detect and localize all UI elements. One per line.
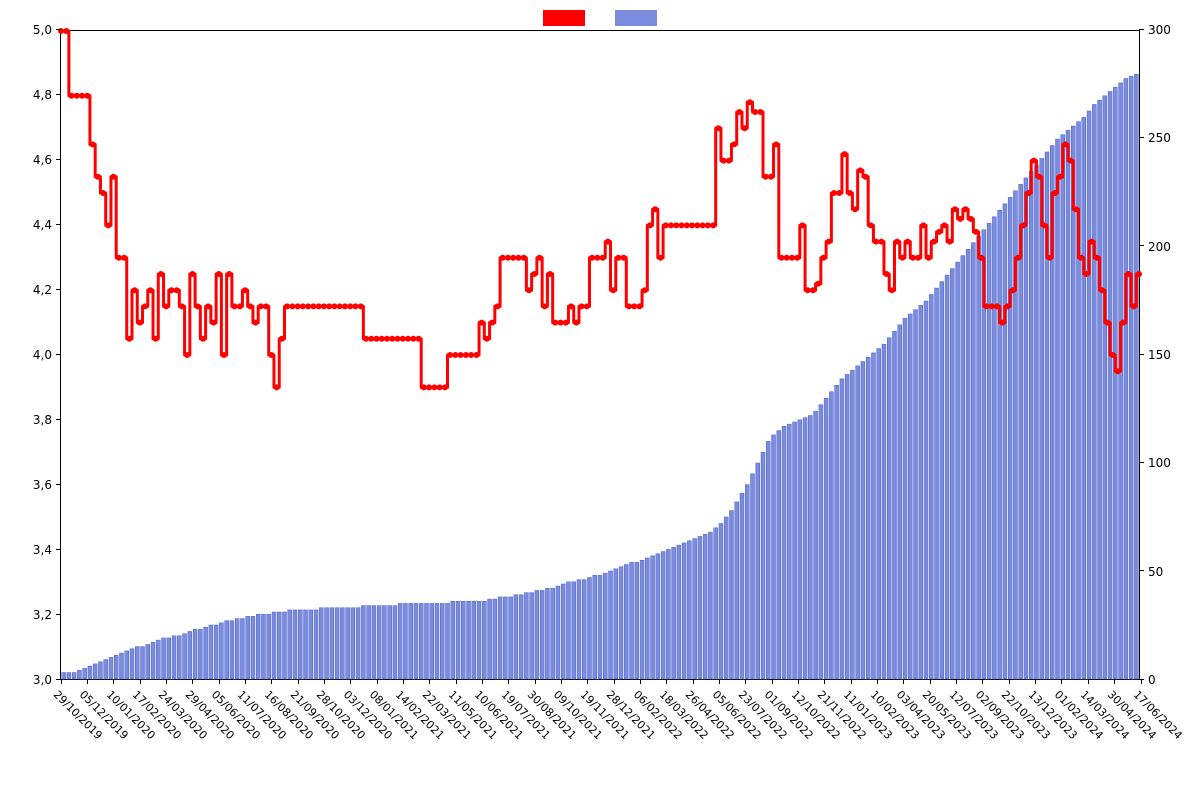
plot-area	[60, 30, 1140, 680]
chart-container: 3,0 3,2 3,4 3,6 3,8 4,0 4,2 4,4 4,6 4,8 5,0 0 50 100…	[0, 0, 1200, 800]
legend-swatch-line	[543, 10, 585, 26]
y-left-tick-label: 4,4	[33, 219, 52, 231]
y-left-tick-label: 4,0	[33, 349, 52, 361]
y-right-tick-label: 50	[1148, 566, 1163, 578]
y-left-tick-label: 3,6	[33, 479, 52, 491]
y-left-tick-label: 3,8	[33, 414, 52, 426]
y-left-tick-label: 4,2	[33, 284, 52, 296]
y-left-tick-label: 4,6	[33, 154, 52, 166]
y-left-tick-label: 3,4	[33, 544, 52, 556]
y-right-tick-label: 150	[1148, 349, 1171, 361]
y-left-tick-label: 5,0	[33, 24, 52, 36]
y-right-tick-label: 0	[1148, 674, 1156, 686]
y-right-tick-label: 300	[1148, 24, 1171, 36]
bar-series	[62, 74, 1139, 679]
plot-svg	[61, 31, 1139, 679]
y-right-axis: 050100150200250300	[1140, 30, 1200, 680]
y-right-tick-label: 200	[1148, 241, 1171, 253]
x-axis: 29/10/201905/12/201910/01/202017/02/2020…	[60, 680, 1140, 800]
y-left-tick-label: 3,2	[33, 609, 52, 621]
y-right-tick-label: 250	[1148, 132, 1171, 144]
legend	[543, 10, 657, 26]
y-left-tick-label: 3,0	[33, 674, 52, 686]
y-left-tick-label: 4,8	[33, 89, 52, 101]
y-left-axis: 3,03,23,43,63,84,04,24,44,64,85,0	[0, 30, 60, 680]
legend-swatch-bar	[615, 10, 657, 26]
y-right-tick-label: 100	[1148, 457, 1171, 469]
